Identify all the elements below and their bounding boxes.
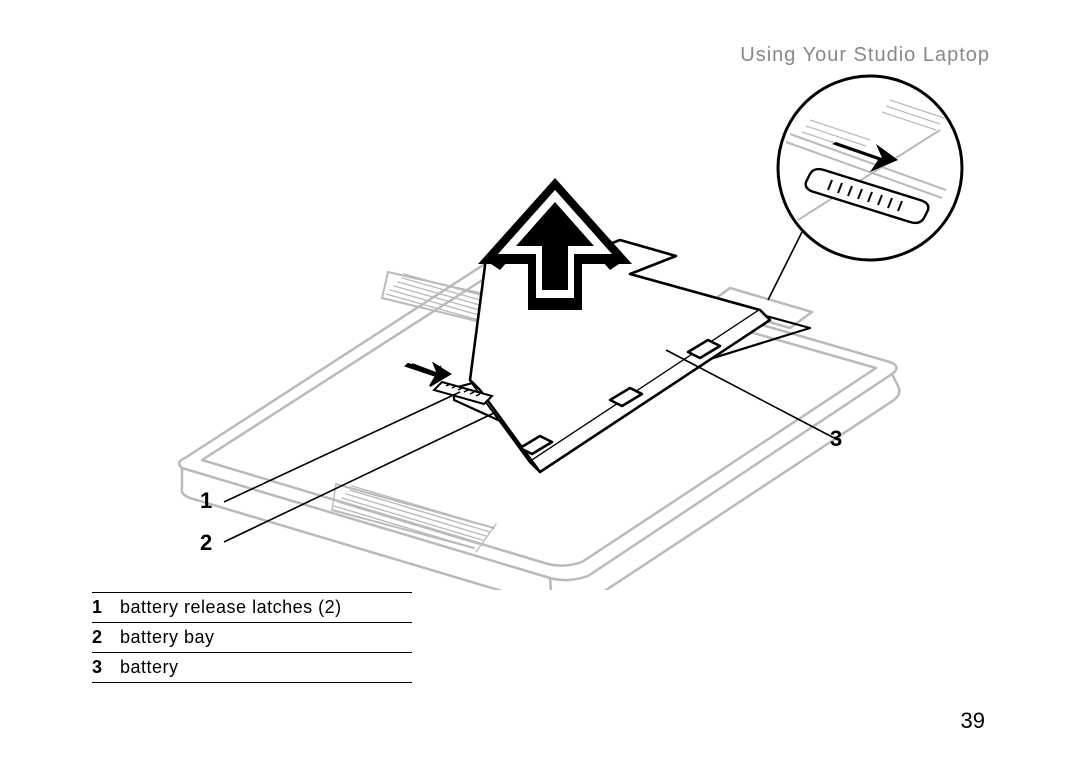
detail-circle	[768, 76, 962, 300]
legend-label: battery bay	[120, 627, 215, 648]
legend-row: 2 battery bay	[92, 623, 412, 653]
legend-num: 1	[92, 597, 120, 618]
legend-row: 1 battery release latches (2)	[92, 593, 412, 623]
battery	[470, 240, 770, 472]
legend-label: battery release latches (2)	[120, 597, 342, 618]
callout-1: 1	[200, 488, 212, 514]
legend-num: 2	[92, 627, 120, 648]
page-number: 39	[961, 708, 985, 734]
legend-row: 3 battery	[92, 653, 412, 682]
legend-num: 3	[92, 657, 120, 678]
legend-table: 1 battery release latches (2) 2 battery …	[92, 592, 412, 683]
callout-2: 2	[200, 530, 212, 556]
section-header: Using Your Studio Laptop	[740, 44, 990, 67]
legend-label: battery	[120, 657, 179, 678]
callout-3: 3	[830, 426, 842, 452]
battery-diagram	[90, 70, 990, 590]
